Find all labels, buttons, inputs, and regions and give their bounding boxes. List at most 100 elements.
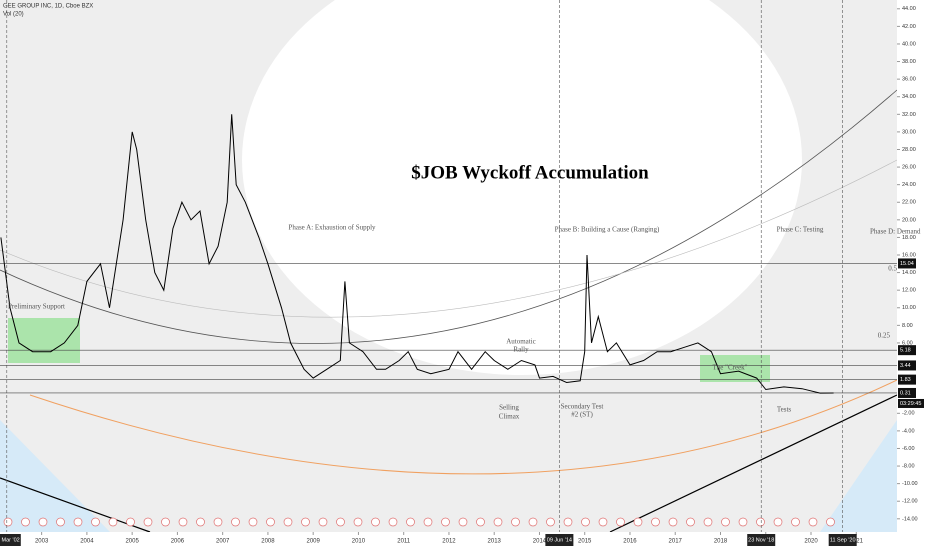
event-icon — [73, 517, 83, 527]
annotation: The "Creek" — [712, 364, 747, 372]
y-tick-label: -10.00 — [902, 481, 918, 487]
y-tick-label: 42.00 — [902, 24, 916, 30]
event-icon — [756, 517, 765, 527]
event-icon — [458, 517, 468, 527]
y-tick-label: 36.00 — [902, 77, 916, 83]
event-icon — [371, 517, 380, 527]
event-icon — [616, 517, 625, 527]
y-tick-label: 10.00 — [902, 305, 916, 311]
event-icon — [283, 517, 293, 527]
countdown: 03:29:45 — [900, 401, 921, 407]
price-tag-label: 1.83 — [900, 377, 911, 383]
y-tick-label: 40.00 — [902, 41, 916, 47]
x-tick-label: 2011 — [397, 539, 411, 545]
time-axis — [0, 532, 932, 550]
event-icon — [38, 517, 48, 527]
y-tick-label: 34.00 — [902, 94, 916, 100]
price-tag-label: 3.44 — [900, 363, 911, 369]
x-tick-label: 2010 — [352, 539, 366, 545]
price-tag — [898, 387, 916, 398]
event-icon — [161, 517, 170, 527]
price-tag — [898, 345, 916, 356]
event-icon — [441, 517, 450, 527]
y-tick-label: 32.00 — [902, 112, 916, 118]
annotation: Phase C: Testing — [777, 226, 824, 234]
y-tick-label: -12.00 — [902, 499, 918, 505]
highlight-ellipse — [242, 0, 802, 375]
y-tick-label: 18.00 — [902, 235, 916, 241]
event-icon — [318, 517, 328, 527]
x-tick-label: 2020 — [804, 539, 818, 545]
y-tick-label: -4.00 — [902, 428, 915, 434]
event-icon — [143, 517, 153, 527]
event-icon — [353, 517, 363, 527]
zone-box — [8, 318, 80, 363]
arc — [0, 159, 898, 318]
event-icon — [196, 517, 205, 527]
event-icon — [3, 517, 13, 527]
annotation: 0.5 — [888, 265, 897, 273]
event-icon — [668, 517, 678, 527]
x-tick-label: 2017 — [669, 539, 683, 545]
event-icon — [703, 517, 713, 527]
event-icon — [808, 517, 818, 527]
event-icon — [598, 517, 608, 527]
trend-line — [0, 477, 151, 533]
x-tick-label: 2016 — [623, 539, 637, 545]
x-tick-label: 2015 — [578, 539, 592, 545]
price-tag-label: 5.18 — [900, 348, 911, 354]
event-icon — [178, 517, 188, 527]
event-icon — [91, 517, 100, 527]
date-marker-label: 23 Nov '18 — [748, 537, 774, 543]
annotation: Phase D: Demand — [870, 228, 921, 236]
corner-shade — [0, 420, 110, 532]
event-icon — [266, 517, 275, 527]
trend-line — [609, 394, 898, 533]
event-icon — [301, 517, 310, 527]
y-tick-label: 28.00 — [902, 147, 916, 153]
arc — [0, 89, 898, 344]
y-tick-label: 26.00 — [902, 165, 916, 171]
price-line — [0, 114, 834, 394]
y-tick-label: 24.00 — [902, 182, 916, 188]
price-tag-label: 0.31 — [900, 390, 911, 396]
date-marker-label: 11 Sep '20 — [830, 537, 856, 543]
countdown-tag — [898, 398, 924, 408]
event-icon — [791, 517, 800, 527]
event-icon — [563, 517, 573, 527]
x-tick-label: 2003 — [35, 539, 49, 545]
indicator-label: Vol (20) — [3, 12, 24, 18]
annotation: Rally — [513, 346, 529, 354]
y-tick-label: -2.00 — [902, 411, 915, 417]
x-tick-label: 2009 — [307, 539, 321, 545]
annotation: #2 (ST) — [571, 411, 593, 419]
price-tag — [898, 360, 916, 371]
date-marker-tag — [0, 534, 21, 546]
y-tick-label: 20.00 — [902, 217, 916, 223]
annotation: Phase B: Building a Cause (Ranging) — [555, 226, 660, 234]
date-marker-label: 09 Jun '14 — [547, 537, 572, 543]
event-icon — [773, 517, 783, 527]
event-icon — [738, 517, 748, 527]
x-tick-label: 2006 — [171, 539, 185, 545]
event-icon — [528, 517, 538, 527]
symbol-header: GEE GROUP INC, 1D, Cboe BZX — [3, 4, 93, 10]
x-tick-label: 2005 — [125, 539, 139, 545]
event-icon — [721, 517, 730, 527]
event-icon — [213, 517, 223, 527]
x-tick-label: 2012 — [442, 539, 456, 545]
event-icon — [388, 517, 398, 527]
event-icon — [21, 517, 30, 527]
event-icon — [231, 517, 240, 527]
y-tick-label: 22.00 — [902, 200, 916, 206]
annotation: Climax — [499, 413, 520, 421]
annotation: Phase A: Exhaustion of Supply — [288, 224, 376, 232]
date-marker-tag — [828, 534, 857, 546]
y-tick-label: 8.00 — [902, 323, 913, 329]
x-tick-label: 2008 — [261, 539, 275, 545]
date-marker-label: 25 Mar '02 — [0, 537, 20, 543]
x-tick-label: 2004 — [80, 539, 94, 545]
y-tick-label: -14.00 — [902, 516, 918, 522]
y-tick-label: 6.00 — [902, 340, 913, 346]
